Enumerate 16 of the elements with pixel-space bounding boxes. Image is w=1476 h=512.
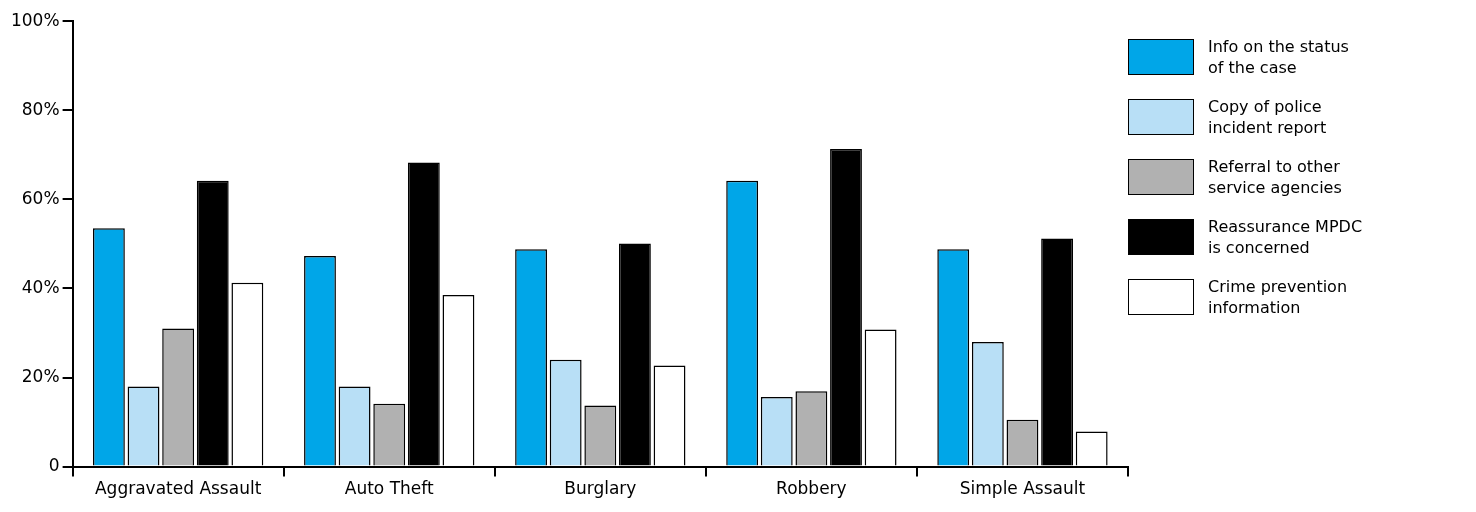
y-tick-label: 40% [21, 276, 60, 297]
x-tick-label: Auto Theft [344, 478, 434, 499]
legend-label: Referral to other service agencies [1208, 156, 1343, 198]
y-tick-label: 20% [21, 365, 60, 386]
legend-label: Copy of police incident report [1208, 96, 1328, 138]
y-tick-label: 0 [48, 455, 60, 476]
legend-label: Reassurance MPDC is concerned [1208, 216, 1364, 258]
x-tick-label: Burglary [564, 478, 637, 499]
y-tick-label: 80% [21, 98, 60, 119]
legend-label: Crime prevention information [1208, 276, 1349, 318]
y-tick-label: 100% [10, 9, 60, 30]
y-tick-label: 60% [21, 187, 60, 208]
x-tick-label: Robbery [776, 478, 847, 499]
x-tick-label: Simple Assault [959, 478, 1086, 499]
legend-label: Info on the status of the case [1208, 36, 1350, 78]
x-tick-label: Aggravated Assault [94, 478, 262, 499]
